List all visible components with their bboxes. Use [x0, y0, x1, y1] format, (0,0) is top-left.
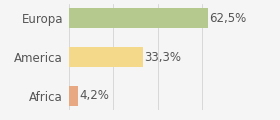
Text: 33,3%: 33,3%: [144, 51, 181, 63]
Bar: [69, 8, 207, 28]
Text: 62,5%: 62,5%: [209, 12, 246, 25]
Bar: [69, 86, 78, 106]
Bar: [69, 47, 143, 67]
Text: 4,2%: 4,2%: [80, 89, 109, 102]
